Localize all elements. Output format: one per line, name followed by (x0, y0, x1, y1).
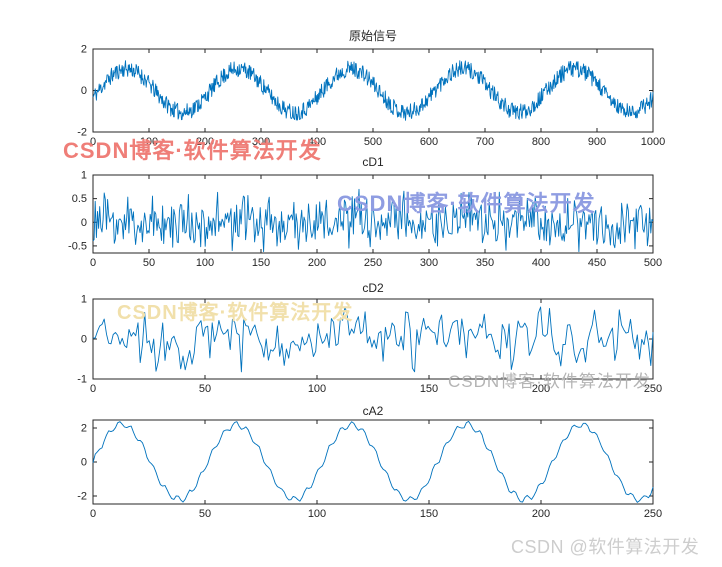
subplot-4-title: cA2 (362, 404, 384, 418)
x-tick-label: 250 (364, 257, 382, 269)
x-tick-label: 400 (532, 257, 550, 269)
x-tick-label: 150 (420, 383, 438, 395)
x-tick-label: 50 (199, 383, 211, 395)
x-tick-label: 100 (140, 136, 158, 148)
x-tick-label: 500 (644, 257, 662, 269)
y-tick-label: 0 (81, 85, 87, 97)
x-tick-label: 50 (143, 257, 155, 269)
x-tick-label: 400 (308, 136, 326, 148)
x-tick-label: 450 (588, 257, 606, 269)
y-tick-label: -0.5 (68, 240, 87, 252)
x-tick-label: 200 (196, 136, 214, 148)
x-tick-label: 200 (308, 257, 326, 269)
x-tick-label: 800 (532, 136, 550, 148)
y-tick-label: -1 (77, 374, 87, 386)
x-tick-label: 300 (252, 136, 270, 148)
x-tick-label: 200 (532, 508, 550, 520)
x-tick-label: 1000 (641, 136, 665, 148)
subplot-4-axes (92, 419, 654, 505)
x-tick-label: 0 (90, 136, 96, 148)
x-tick-label: 300 (420, 257, 438, 269)
x-tick-label: 350 (476, 257, 494, 269)
subplot-3-axes (92, 298, 654, 380)
y-tick-label: -2 (77, 491, 87, 503)
x-tick-label: 900 (588, 136, 606, 148)
x-tick-label: 100 (308, 508, 326, 520)
subplot-1-signal-line (92, 60, 654, 121)
subplot-4-signal-line (92, 420, 654, 503)
x-tick-label: 500 (364, 136, 382, 148)
subplot-3-title: cD2 (362, 281, 384, 295)
x-tick-label: 250 (644, 383, 662, 395)
y-tick-label: 0 (81, 217, 87, 229)
x-tick-label: 100 (196, 257, 214, 269)
subplot-3-signal-line (92, 306, 654, 373)
y-tick-label: -2 (77, 127, 87, 139)
x-tick-label: 0 (90, 257, 96, 269)
x-tick-label: 700 (476, 136, 494, 148)
y-tick-label: 0 (81, 334, 87, 346)
subplot-2-signal-line (92, 188, 654, 253)
subplot-1-title: 原始信号 (348, 29, 397, 43)
y-tick-label: 1 (81, 170, 87, 182)
x-tick-label: 150 (420, 508, 438, 520)
x-tick-label: 250 (644, 508, 662, 520)
x-tick-label: 100 (308, 383, 326, 395)
y-tick-label: 2 (81, 44, 87, 56)
y-tick-label: 1 (81, 294, 87, 306)
x-tick-label: 600 (420, 136, 438, 148)
x-tick-label: 0 (90, 508, 96, 520)
x-tick-label: 0 (90, 383, 96, 395)
x-tick-label: 200 (532, 383, 550, 395)
subplot-2-title: cD1 (362, 155, 384, 169)
x-tick-label: 150 (252, 257, 270, 269)
x-tick-label: 50 (199, 508, 211, 520)
y-tick-label: 0 (81, 457, 87, 469)
y-tick-label: 0.5 (72, 193, 87, 205)
y-tick-label: 2 (81, 422, 87, 434)
